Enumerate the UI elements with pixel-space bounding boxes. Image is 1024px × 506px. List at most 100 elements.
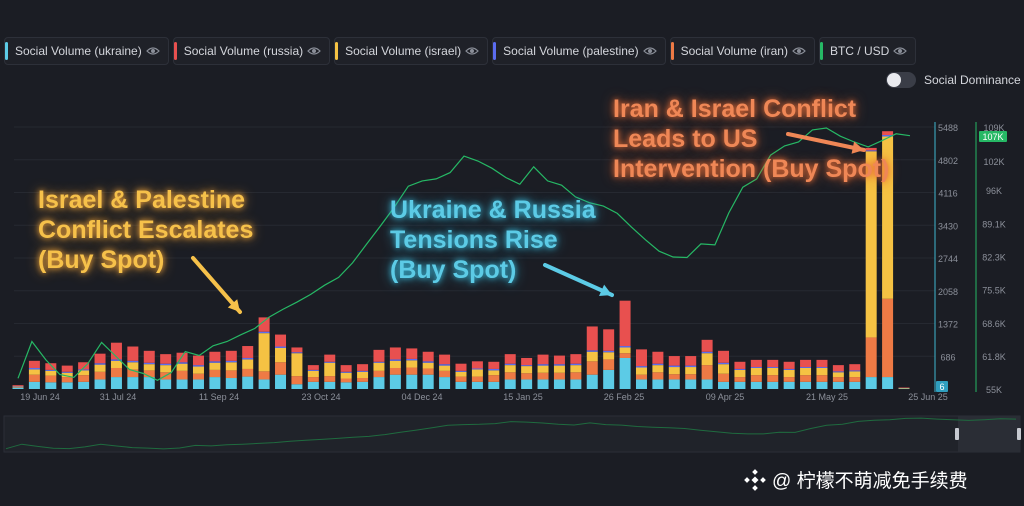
bar-segment-pa	[357, 370, 369, 372]
bar-segment-ir	[357, 378, 369, 382]
bar-segment-pa	[176, 362, 188, 364]
bar-segment-ru	[816, 359, 828, 368]
legend-item-3[interactable]: Social Volume (palestine)	[492, 37, 666, 65]
social-dominance-toggle[interactable]: Social Dominance	[886, 72, 1021, 88]
bar-segment-pa	[603, 350, 615, 353]
bar-segment-uk	[619, 357, 631, 389]
eye-icon[interactable]	[145, 44, 160, 58]
bar-segment-pa	[832, 371, 844, 373]
bar-segment-ir	[767, 375, 779, 382]
bar-segment-ir	[78, 375, 90, 382]
bar-segment-pa	[94, 363, 106, 365]
bar-segment-uk	[291, 384, 303, 389]
bar-segment-uk	[685, 379, 697, 389]
bar-segment-ir	[389, 367, 401, 375]
watermark-text: @ 柠檬不萌减免手续费	[772, 471, 968, 492]
bar-segment-pa	[389, 359, 401, 361]
bar-segment-is	[28, 369, 40, 375]
bar-segment-pa	[750, 367, 762, 368]
bar-segment-pa	[471, 368, 483, 370]
bar-segment-pa	[865, 150, 877, 152]
bar-segment-pa	[340, 371, 352, 373]
bar-segment-ru	[898, 387, 910, 389]
bar-segment-is	[12, 386, 24, 388]
bar-segment-is	[143, 364, 155, 371]
legend-item-1[interactable]: Social Volume (russia)	[172, 37, 331, 65]
bar-segment-ru	[192, 355, 204, 366]
eye-icon[interactable]	[893, 44, 908, 58]
legend-color-swatch	[173, 42, 177, 60]
legend-item-5[interactable]: BTC / USD	[818, 37, 917, 65]
right-current-value: 107K	[982, 132, 1003, 142]
legend-item-0[interactable]: Social Volume (ukraine)	[4, 37, 169, 65]
bar-segment-pa	[258, 331, 270, 334]
bar-segment-pa	[685, 365, 697, 368]
bar-segment-ir	[439, 370, 451, 378]
legend-item-2[interactable]: Social Volume (israel)	[334, 37, 489, 65]
x-axis-tick-label: 04 Dec 24	[401, 392, 442, 402]
bar-segment-uk	[307, 381, 319, 389]
bar-segment-uk	[61, 382, 73, 389]
eye-icon[interactable]	[307, 44, 321, 58]
bar-segment-pa	[61, 371, 73, 373]
bar-segment-ir	[45, 375, 57, 383]
bar-segment-ir	[553, 372, 565, 380]
bar-segment-ir	[504, 372, 516, 380]
bar-segment-ru	[800, 359, 812, 368]
bar-segment-ir	[701, 365, 713, 380]
eye-icon[interactable]	[465, 44, 480, 58]
legend-color-swatch	[335, 42, 339, 60]
bar-segment-ir	[570, 372, 582, 380]
bar-segment-ru	[471, 361, 483, 369]
bar-segment-ru	[586, 326, 598, 351]
bar-segment-ru	[635, 349, 647, 367]
bar-segment-is	[110, 360, 122, 368]
bar-segment-ir	[209, 369, 221, 378]
bar-segment-pa	[209, 361, 221, 363]
left-axis-tick-label: 5488	[938, 123, 958, 133]
bar-segment-uk	[635, 379, 647, 389]
eye-icon[interactable]	[792, 44, 806, 58]
bar-segment-uk	[389, 374, 401, 389]
toggle-knob	[887, 73, 901, 87]
bar-segment-ru	[291, 347, 303, 353]
bar-segment-pa	[849, 370, 861, 372]
bar-segment-is	[61, 372, 73, 378]
x-axis-tick-label: 15 Jan 25	[503, 392, 543, 402]
bar-segment-is	[898, 388, 910, 389]
bar-segment-ru	[225, 350, 237, 361]
left-current-value: 6	[939, 382, 944, 392]
bar-segment-ir	[373, 370, 385, 378]
arrow-ukraine-shaft	[543, 263, 614, 297]
bar-segment-pa	[668, 365, 680, 368]
toggle-switch[interactable]	[886, 72, 916, 88]
bar-segment-pa	[373, 361, 385, 363]
bar-segment-ir	[28, 374, 40, 382]
bar-segment-pa	[521, 365, 533, 367]
right-axis-tick-label: 96K	[986, 186, 1002, 196]
bar-segment-uk	[45, 382, 57, 389]
right-axis-tick-label: 55K	[986, 385, 1002, 395]
legend-item-4[interactable]: Social Volume (iran)	[669, 37, 815, 65]
bar-segment-uk	[603, 369, 615, 389]
right-current-badge	[979, 131, 1007, 142]
bar-segment-uk	[160, 379, 172, 389]
eye-icon[interactable]	[642, 44, 657, 58]
bar-segment-ir	[537, 372, 549, 380]
bar-segment-is	[701, 353, 713, 366]
annotation-ukraine-russia: Ukraine & Russia Tensions Rise (Buy Spot…	[390, 196, 596, 284]
bar-segment-ru	[94, 353, 106, 364]
legend-label: Social Volume (israel)	[345, 44, 462, 58]
bar-segment-uk	[586, 374, 598, 389]
bar-segment-is	[422, 362, 434, 369]
bar-segment-is	[783, 369, 795, 378]
bar-segment-uk	[849, 381, 861, 389]
left-axis-tick-label: 2744	[938, 254, 958, 264]
bar-segment-is	[849, 371, 861, 378]
bar-segment-is	[570, 365, 582, 373]
bar-segment-pa	[45, 369, 57, 371]
bar-segment-ru	[258, 317, 270, 332]
bar-segment-ir	[307, 377, 319, 382]
bar-segment-ir	[225, 370, 237, 379]
bar-segment-ru	[734, 361, 746, 369]
